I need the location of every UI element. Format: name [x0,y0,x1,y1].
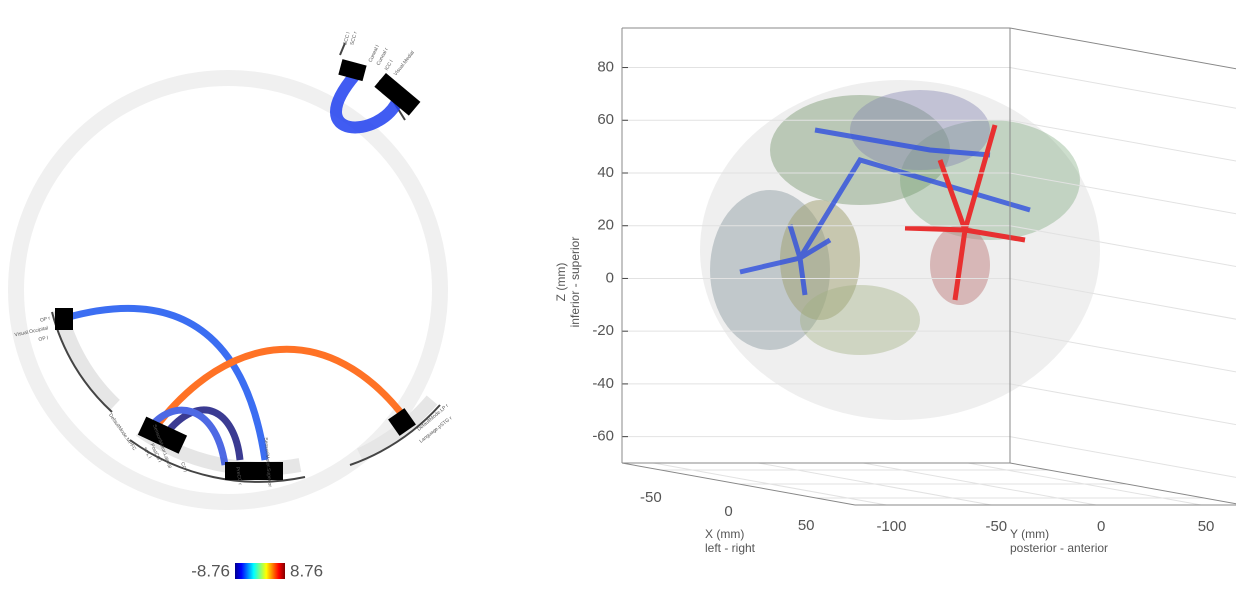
node-block [137,416,188,454]
link [152,345,408,431]
grid-line [1009,67,1236,109]
z-tick-label: 80 [597,59,614,76]
y-tick-label: 0 [1097,518,1105,535]
region [780,200,860,320]
grid-line [758,462,992,506]
y-sublabel: posterior - anterior [1010,541,1108,555]
grid-line [653,462,887,506]
node-label: ICC l [384,59,395,72]
connectogram [8,42,448,510]
group-bracket [129,439,306,483]
x-tick-label: -50 [640,489,662,506]
region [770,95,950,205]
ring [8,70,448,510]
z-tick-label: 40 [597,164,614,181]
axes-3d: -60 -40 -20 0 20 40 60 80 -50 0 50 -100 -50 0 50 Z (mm)… [554,27,1236,555]
z-sublabel: inferior - superior [568,237,582,328]
node-label: Language.pSTG r [418,415,453,444]
node-label: SensoriMotor.Superior [262,437,272,487]
z-tick-label: 60 [597,111,614,128]
node-label: PreCG r [234,466,243,485]
node-block [225,462,283,480]
tract [739,127,1031,296]
link [330,71,404,134]
grid-line [1009,277,1236,320]
link [162,406,244,461]
z-tick-label: -20 [592,322,614,339]
z-tick-label: -40 [592,375,614,392]
y-label: Y (mm) [1010,527,1049,541]
node-block [338,59,367,82]
node-label: OP r [39,315,51,324]
y-tick-label: -100 [876,518,906,535]
axis-line [1009,27,1236,70]
node-label: OP l [38,335,49,343]
brain-surface [700,80,1100,420]
brain [700,80,1100,420]
node-label: Visual.Medial [393,50,416,77]
grid-line [1009,119,1236,162]
grid-line [1009,330,1236,373]
colorbar-max: 8.76 [290,561,323,580]
axis-line [1009,462,1236,505]
grid-line [1009,436,1236,478]
grid-line [967,462,1202,506]
node-label: DefaultMode.MPFC [107,413,137,453]
node-block [374,72,421,116]
colorbar [235,563,285,579]
region [800,285,920,355]
node-block [55,308,73,330]
grid-line [863,462,1097,506]
node-label: SPL l [141,446,152,459]
z-tick-label: -60 [592,428,614,445]
z-label: Z (mm) [554,263,568,302]
link [64,304,269,461]
link [147,406,229,466]
node-label: SCC l [342,32,351,46]
grid-line [1009,172,1236,215]
region [850,90,990,170]
x-sublabel: left - right [705,541,756,555]
x-tick-label: 0 [724,503,732,520]
node-block [388,408,416,436]
y-tick-label: -50 [985,518,1007,535]
group-bracket [349,404,441,466]
axis-line [621,462,856,506]
grid-line [1009,383,1236,426]
node-label: CO l [179,462,187,473]
colorbar-min: -8.76 [191,561,230,580]
x-tick-label: 50 [798,517,815,534]
x-label: X (mm) [705,527,744,541]
tract [904,124,1026,301]
grid-line [1009,225,1236,267]
links [64,71,408,466]
z-tick-label: 0 [606,269,614,286]
node-label: SCC r [349,31,358,46]
z-tick-label: 20 [597,217,614,234]
y-tick-label: 50 [1198,518,1215,535]
